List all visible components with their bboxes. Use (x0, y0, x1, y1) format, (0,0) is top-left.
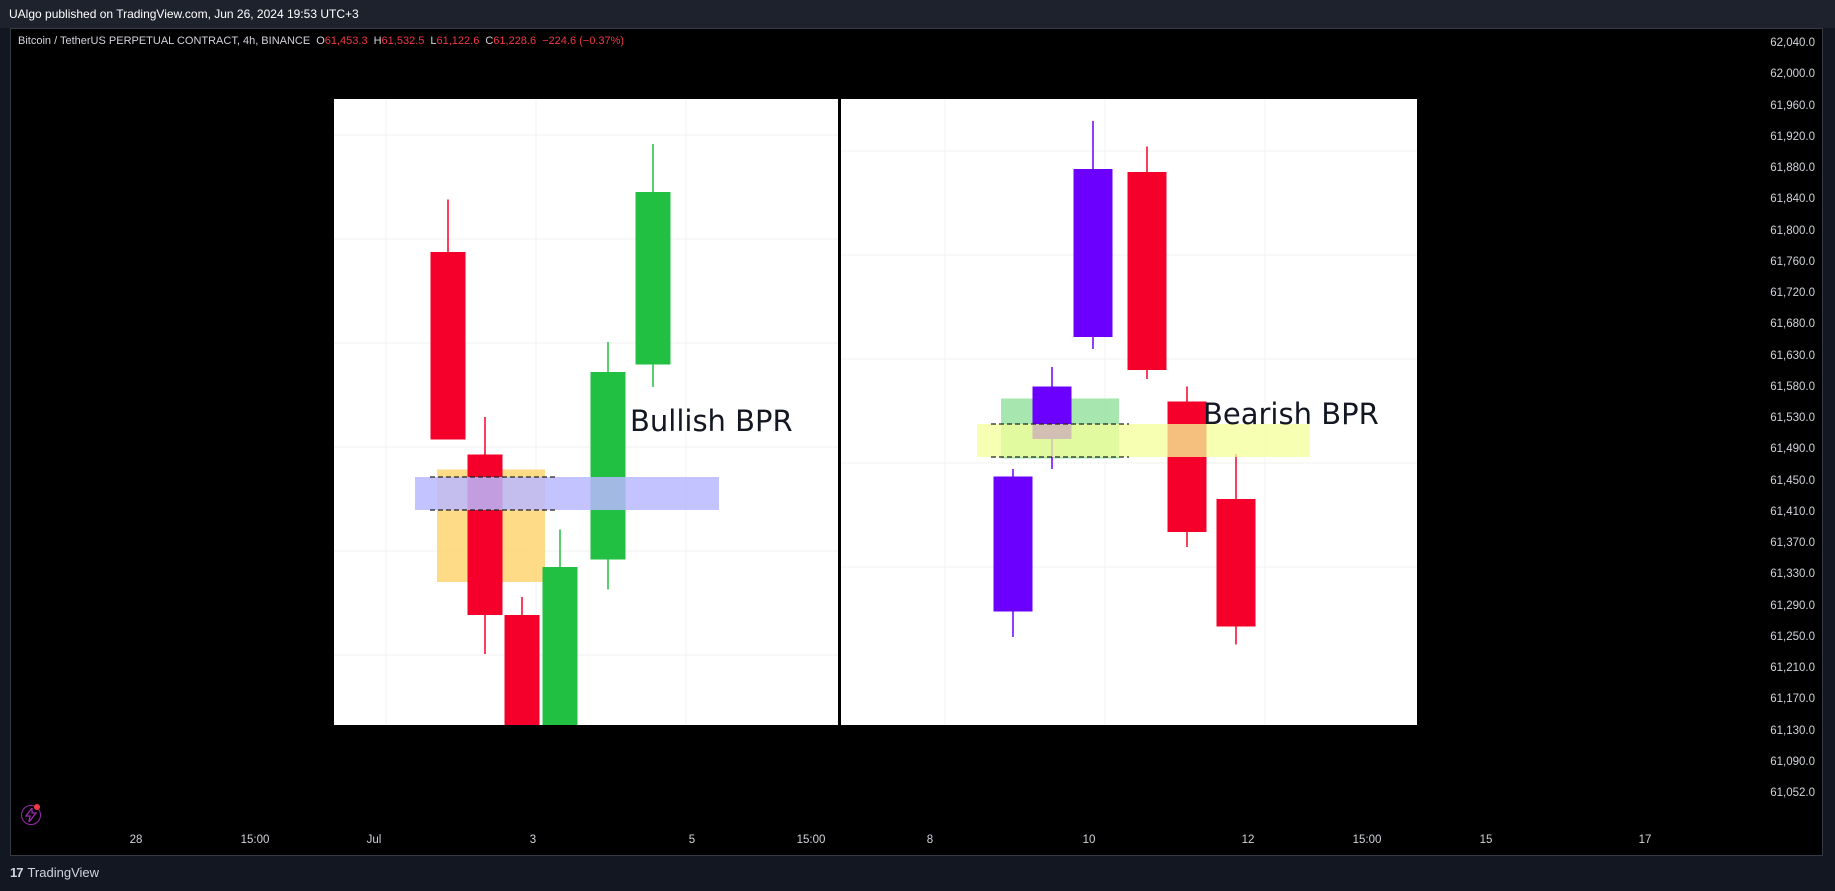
price-tick-label: 61,090.0 (1770, 755, 1815, 768)
time-tick-label: 15 (1479, 834, 1493, 846)
publish-text: UAlgo published on TradingView.com, Jun … (9, 7, 359, 21)
candle-body (1216, 499, 1256, 627)
close-value: 61,228.6 (493, 35, 537, 47)
candle-body (993, 476, 1033, 612)
price-tick-label: 61,490.0 (1770, 443, 1815, 456)
price-tick-label: 61,580.0 (1770, 380, 1815, 393)
symbol-legend: Bitcoin / TetherUS PERPETUAL CONTRACT, 4… (18, 35, 624, 47)
bearish-bpr-panel: Bearish BPR (841, 99, 1417, 725)
price-tick-label: 61,840.0 (1770, 193, 1815, 206)
bullish-bpr-overlay (415, 477, 719, 510)
notification-dot (34, 804, 40, 810)
candle-body (635, 192, 671, 365)
price-tick-label: 61,130.0 (1770, 724, 1815, 737)
price-tick-label: 61,170.0 (1770, 693, 1815, 706)
price-tick-label: 61,530.0 (1770, 412, 1815, 424)
time-tick-label: 8 (926, 834, 934, 846)
time-tick-label: 5 (688, 834, 696, 846)
panel-divider (838, 99, 841, 725)
change-value: −224.6 (−0.37%) (542, 35, 625, 47)
price-tick-label: 61,920.0 (1770, 130, 1815, 143)
price-tick-label: 61,250.0 (1770, 630, 1815, 643)
symbol-name[interactable]: Bitcoin / TetherUS PERPETUAL CONTRACT, 4… (18, 35, 311, 47)
price-tick-label: 62,000.0 (1770, 68, 1815, 81)
bullish-bpr-chart: Bullish BPR (334, 99, 838, 725)
time-tick-label: 15:00 (240, 834, 270, 846)
price-tick-label: 61,760.0 (1770, 255, 1815, 268)
price-tick-label: 61,800.0 (1770, 224, 1815, 237)
price-tick-label: 61,880.0 (1770, 162, 1815, 174)
price-tick-label: 61,330.0 (1770, 568, 1815, 581)
price-tick-label: 61,410.0 (1770, 505, 1815, 518)
price-tick-label: 61,960.0 (1770, 99, 1815, 112)
candle-body (1073, 169, 1113, 337)
footer (0, 856, 1835, 891)
open-label: O (316, 35, 325, 47)
close-label: C (485, 35, 494, 47)
price-tick-label: 62,040.0 (1770, 37, 1815, 49)
time-tick-label: 15:00 (1352, 834, 1382, 846)
tradingview-brand: TradingView (27, 865, 100, 880)
time-tick-label: 28 (129, 834, 143, 846)
time-tick-label: 3 (529, 834, 537, 846)
price-tick-label: 61,052.0 (1770, 787, 1815, 799)
time-tick-label: 10 (1082, 834, 1096, 846)
price-tick-label: 61,210.0 (1770, 662, 1815, 674)
candle-body (1127, 172, 1167, 370)
bearish-bpr-overlay (977, 424, 1310, 457)
low-label: L (430, 35, 437, 47)
bearish-bpr-label: Bearish BPR (1203, 397, 1379, 431)
high-label: H (373, 35, 382, 47)
price-tick-label: 61,370.0 (1770, 537, 1815, 549)
price-tick-label: 61,630.0 (1770, 349, 1815, 362)
price-tick-label: 61,290.0 (1770, 599, 1815, 612)
low-value: 61,122.6 (436, 35, 480, 47)
candle-body (504, 615, 540, 725)
candle-body (590, 372, 626, 560)
publish-bar: UAlgo published on TradingView.com, Jun … (0, 0, 1835, 28)
price-axis[interactable]: 62,040.0 62,000.0 61,960.0 61,920.0 61,880.0… (1745, 28, 1823, 856)
bolt-icon[interactable] (21, 805, 41, 825)
bullish-bpr-panel: Bullish BPR (334, 99, 838, 725)
tradingview-logo-icon: 17 (10, 865, 24, 880)
high-value: 61,532.5 (381, 35, 425, 47)
time-tick-label: 15:00 (796, 834, 826, 846)
time-tick-label: 12 (1241, 834, 1255, 846)
price-tick-label: 61,450.0 (1770, 474, 1815, 487)
tradingview-logo[interactable]: 17 TradingView (10, 865, 99, 880)
bullish-bpr-label: Bullish BPR (630, 404, 793, 438)
price-tick-label: 61,680.0 (1770, 318, 1815, 331)
candle-body (542, 567, 578, 725)
candle-body (430, 252, 466, 440)
bearish-bpr-chart: Bearish BPR (841, 99, 1417, 725)
price-tick-label: 61,720.0 (1770, 287, 1815, 299)
time-tick-label: Jul (366, 834, 382, 846)
open-value: 61,453.3 (324, 35, 368, 47)
candle-body (1167, 401, 1207, 532)
time-tick-label: 17 (1638, 834, 1652, 846)
